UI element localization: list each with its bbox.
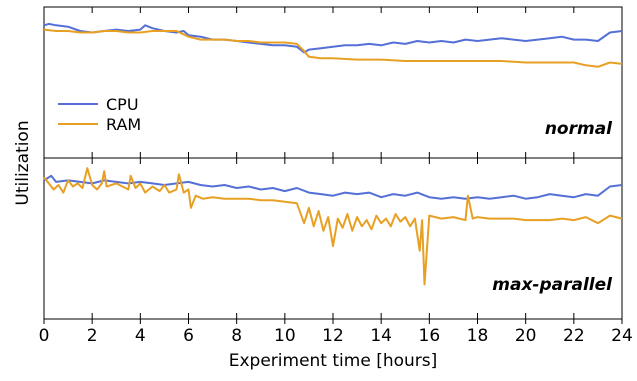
series-line-cpu [43, 22, 623, 54]
panel-max-parallel: max-parallel [43, 157, 623, 320]
x-tick-label: 20 [515, 326, 537, 346]
x-tick-label: 16 [419, 326, 441, 346]
x-tick-label: 14 [370, 326, 392, 346]
x-axis-title: Experiment time [hours] [229, 351, 438, 371]
series-line-ram [43, 28, 623, 68]
x-tick-label: 18 [467, 326, 489, 346]
x-tick-label: 12 [322, 326, 344, 346]
panel-frame [43, 6, 623, 159]
legend-label-cpu: CPU [106, 95, 139, 114]
legend-label-ram: RAM [106, 115, 141, 134]
panel-label: normal [545, 119, 613, 139]
x-tick-label: 2 [87, 326, 98, 346]
x-tick-label: 10 [274, 326, 296, 346]
x-tick-label: 4 [135, 326, 146, 346]
panel-label: max-parallel [492, 275, 613, 295]
panel-normal: normal [43, 6, 623, 159]
x-tick-label: 24 [611, 326, 633, 346]
x-tick-label: 0 [39, 326, 50, 346]
series-line-ram [43, 167, 623, 286]
y-axis-title: Utilization [13, 120, 33, 205]
x-axis: 0 2 4 6 8 10 12 14 16 18 20 22 24 [39, 319, 633, 346]
x-tick-label: 22 [563, 326, 585, 346]
x-tick-label: 8 [231, 326, 242, 346]
x-tick-label: 6 [183, 326, 194, 346]
